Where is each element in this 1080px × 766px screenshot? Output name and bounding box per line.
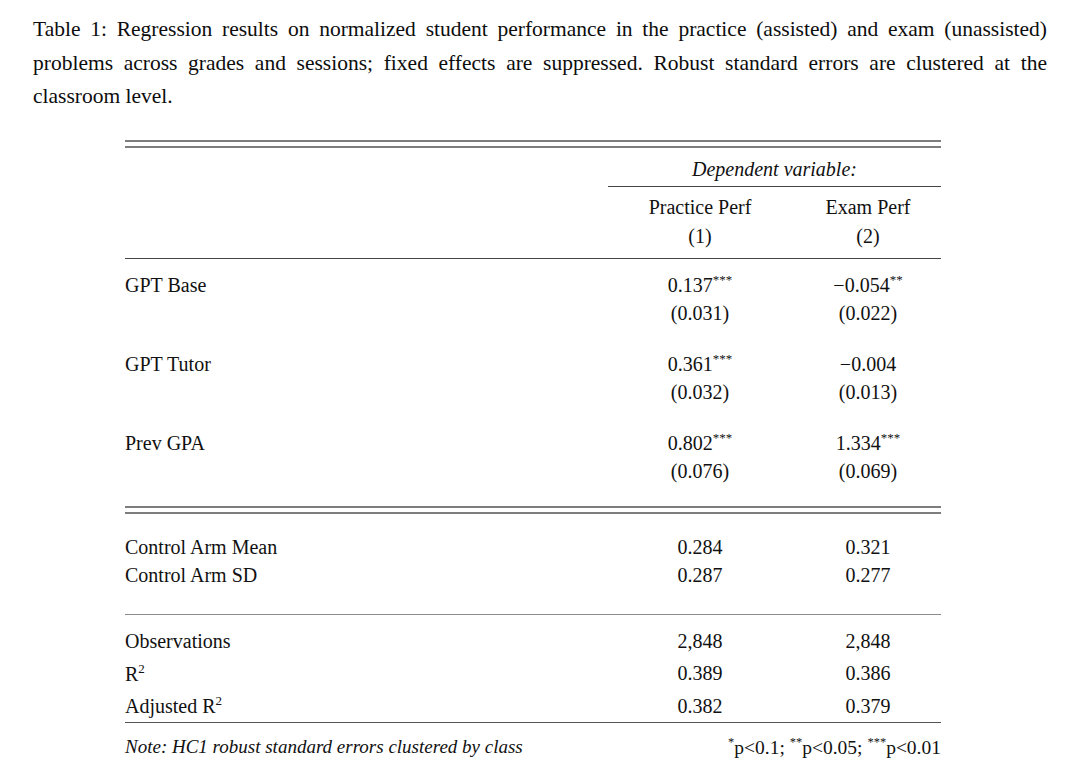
legend-text-3: p<0.01 [886, 736, 941, 757]
top-double-rule [125, 140, 941, 148]
column-number-1: (1) [605, 225, 795, 248]
table-caption: Table 1: Regression results on normalize… [33, 13, 1047, 114]
stat-value: 0.382 [605, 693, 795, 720]
estimate-cell: 1.334*** [795, 429, 941, 457]
table-note-text: Note: HC1 robust standard errors cluster… [125, 733, 523, 761]
estimate-value: −0.004 [840, 353, 896, 375]
stderr-value: (0.031) [605, 299, 795, 327]
coefficient-row: GPT Base 0.137*** −0.054** [125, 271, 941, 299]
stat-value: 2,848 [795, 628, 941, 655]
significance-stars: *** [713, 351, 733, 366]
estimate-value: 0.361 [668, 353, 713, 375]
stat-value: 0.389 [605, 660, 795, 687]
stat-value: 2,848 [605, 628, 795, 655]
column-header-row: Practice Perf Exam Perf [125, 187, 941, 219]
significance-legend: *p<0.1; **p<0.05; ***p<0.01 [728, 728, 941, 762]
stderr-value: (0.069) [795, 457, 941, 485]
significance-stars: *** [713, 272, 733, 287]
stat-name-sup: 2 [216, 693, 223, 708]
coefficient-row: GPT Tutor 0.361*** −0.004 [125, 350, 941, 378]
dependent-variable-label: Dependent variable: [608, 158, 941, 187]
legend-text-2: p<0.05; [802, 736, 867, 757]
summary-value: 0.284 [605, 533, 795, 561]
coefficient-name: GPT Base [125, 271, 605, 299]
coefficient-section: GPT Base 0.137*** −0.054** (0.031) (0.02… [125, 259, 941, 485]
legend-stars-3: *** [867, 735, 886, 749]
estimate-cell: −0.004 [795, 350, 941, 378]
significance-stars: *** [713, 430, 733, 445]
significance-stars: ** [890, 272, 903, 287]
stat-name-text: Observations [125, 630, 231, 652]
estimate-value: 0.802 [668, 432, 713, 454]
stat-row-name: Observations [125, 622, 605, 655]
estimate-value: 1.334 [836, 432, 881, 454]
summary-value: 0.287 [605, 561, 795, 589]
regression-table: Dependent variable: Practice Perf Exam P… [125, 140, 941, 761]
dependent-variable-row: Dependent variable: [125, 158, 941, 187]
estimate-cell: −0.054** [795, 271, 941, 299]
stat-name-text: R [125, 662, 138, 684]
column-header-exam: Exam Perf [795, 196, 941, 219]
legend-text-1: p<0.1; [734, 736, 789, 757]
estimate-value: −0.054 [833, 274, 889, 296]
paper-page: Table 1: Regression results on normalize… [0, 0, 1080, 766]
adjusted-r-squared-row: Adjusted R2 0.382 0.379 [125, 687, 941, 720]
control-arm-sd-row: Control Arm SD 0.287 0.277 [125, 561, 941, 589]
mid-double-rule-wrap [125, 506, 941, 514]
stderr-value: (0.032) [605, 378, 795, 406]
stderr-value: (0.076) [605, 457, 795, 485]
coefficient-block-prev-gpa: Prev GPA 0.802*** 1.334*** (0.076) (0.06… [125, 429, 941, 485]
coefficient-name: GPT Tutor [125, 350, 605, 378]
estimate-value: 0.137 [668, 274, 713, 296]
control-arm-mean-row: Control Arm Mean 0.284 0.321 [125, 533, 941, 561]
control-arm-section: Control Arm Mean 0.284 0.321 Control Arm… [125, 514, 941, 589]
stat-value: 0.386 [795, 660, 941, 687]
r-squared-row: R2 0.389 0.386 [125, 655, 941, 688]
estimate-cell: 0.802*** [605, 429, 795, 457]
stderr-row: (0.031) (0.022) [125, 299, 941, 327]
coefficient-name: Prev GPA [125, 429, 605, 457]
mid-double-rule [125, 506, 941, 514]
observations-row: Observations 2,848 2,848 [125, 622, 941, 655]
stat-name-sup: 2 [138, 661, 145, 676]
stderr-row: (0.076) (0.069) [125, 457, 941, 485]
coefficient-block-gpt-tutor: GPT Tutor 0.361*** −0.004 (0.032) (0.013… [125, 350, 941, 406]
stat-value: 0.379 [795, 693, 941, 720]
stderr-row: (0.032) (0.013) [125, 378, 941, 406]
coefficient-block-gpt-base: GPT Base 0.137*** −0.054** (0.031) (0.02… [125, 271, 941, 327]
summary-row-name: Control Arm SD [125, 561, 605, 589]
summary-value: 0.321 [795, 533, 941, 561]
stat-name-text: Adjusted R [125, 695, 216, 717]
summary-row-name: Control Arm Mean [125, 533, 605, 561]
stderr-value: (0.013) [795, 378, 941, 406]
model-stats-section: Observations 2,848 2,848 R2 0.389 0.386 … [125, 615, 941, 720]
column-number-2: (2) [795, 225, 941, 248]
estimate-cell: 0.361*** [605, 350, 795, 378]
legend-stars-2: ** [790, 735, 803, 749]
column-number-row: (1) (2) [125, 219, 941, 259]
stat-row-name: Adjusted R2 [125, 687, 605, 720]
column-header-practice: Practice Perf [605, 196, 795, 219]
table-note-row: Note: HC1 robust standard errors cluster… [125, 723, 941, 762]
summary-value: 0.277 [795, 561, 941, 589]
coefficient-row: Prev GPA 0.802*** 1.334*** [125, 429, 941, 457]
estimate-cell: 0.137*** [605, 271, 795, 299]
stderr-value: (0.022) [795, 299, 941, 327]
significance-stars: *** [881, 430, 901, 445]
stat-row-name: R2 [125, 655, 605, 688]
